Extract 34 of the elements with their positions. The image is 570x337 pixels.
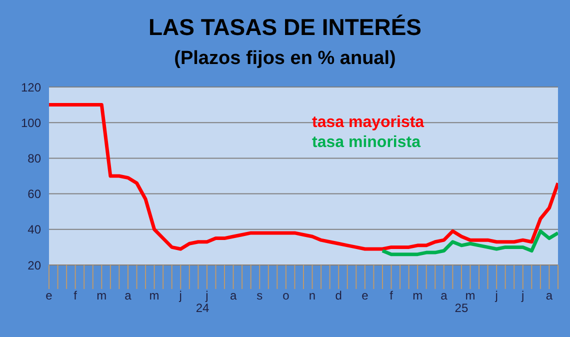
y-tick-label: 40 (28, 222, 42, 237)
x-tick-label: j (520, 288, 524, 303)
x-tick-label: d (335, 288, 342, 303)
x-tick-label: a (124, 288, 132, 303)
x-tick-label: o (282, 288, 290, 303)
y-tick-label: 60 (28, 187, 42, 202)
x-tick-label: j (204, 288, 208, 303)
text: 25 (454, 301, 470, 315)
x-tick-label: s (256, 288, 263, 303)
text: tasa minorista (312, 133, 422, 153)
x-tick-label: j (494, 288, 498, 303)
chart-subtitle: (Plazos fijos en % anual) (173, 48, 397, 70)
x-tick-label: e (362, 288, 369, 303)
x-tick-label: n (308, 288, 316, 303)
x-tick-label: e (46, 288, 53, 303)
x-tick-label: a (230, 288, 237, 303)
chart-title: LAS TASAS DE INTERÉS (147, 14, 423, 41)
x-tick-label: m (149, 288, 160, 303)
y-tick-label: 100 (20, 116, 42, 130)
text: 24 (194, 301, 210, 315)
y-tick-label: 20 (28, 258, 42, 272)
y-tick-label: 120 (20, 80, 42, 94)
x-tick-label: a (546, 288, 553, 303)
line-series (49, 103, 558, 251)
x-tick-label: f (390, 288, 394, 303)
x-tick-label: m (96, 288, 107, 303)
text: tasa mayorista (312, 113, 424, 133)
y-tick-label: 80 (28, 151, 42, 166)
line-series (380, 229, 558, 256)
x-tick-label: j (178, 288, 182, 303)
x-tick-label: a (440, 288, 448, 303)
x-tick-label: f (74, 288, 78, 303)
x-tick-label: m (465, 288, 476, 303)
x-tick-label: m (412, 288, 423, 303)
